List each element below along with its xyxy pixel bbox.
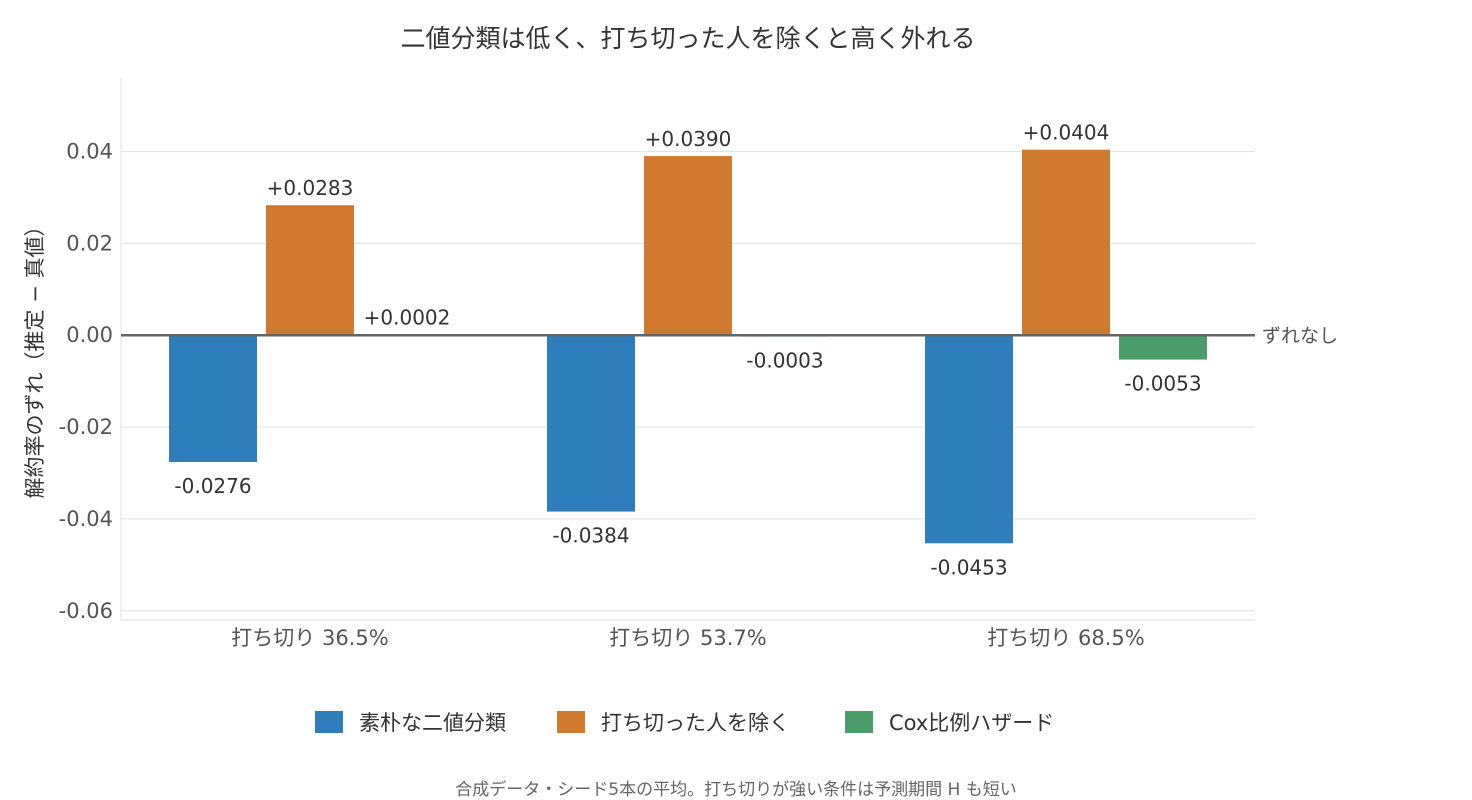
bar xyxy=(1119,335,1207,360)
data-label: +0.0404 xyxy=(1023,121,1110,145)
bar xyxy=(169,335,257,462)
data-label: -0.0453 xyxy=(930,555,1007,579)
data-label: -0.0003 xyxy=(746,349,823,373)
y-tick-label: 0.04 xyxy=(66,139,113,163)
legend-label: 素朴な二値分類 xyxy=(359,711,506,735)
bar xyxy=(925,335,1013,544)
legend-swatch xyxy=(845,711,873,733)
bar xyxy=(547,335,635,512)
y-tick-label: -0.02 xyxy=(59,415,113,439)
plot-area: -0.06 -0.04 -0.02 0.00 0.02 0.04 -0.0276 +0.028… xyxy=(59,78,1338,650)
legend-label: Cox比例ハザード xyxy=(889,711,1054,735)
y-tick-label: 0.00 xyxy=(66,323,113,347)
y-tick-label: 0.02 xyxy=(66,231,113,255)
legend-label: 打ち切った人を除く xyxy=(601,711,790,735)
bar xyxy=(644,156,732,336)
legend-item: 素朴な二値分類 xyxy=(315,711,506,735)
data-label: -0.0053 xyxy=(1124,372,1201,396)
x-tick-label: 打ち切り 68.5% xyxy=(987,626,1144,650)
data-label: +0.0002 xyxy=(364,305,451,329)
legend-swatch xyxy=(315,711,343,733)
legend-swatch xyxy=(557,711,585,733)
data-label: -0.0384 xyxy=(552,524,629,548)
data-label: +0.0390 xyxy=(645,127,732,151)
y-tick-label: -0.06 xyxy=(59,599,113,623)
bar xyxy=(1022,149,1110,336)
reference-line-label: ずれなし xyxy=(1262,325,1338,347)
y-axis-label: 解約率のずれ（推定 − 真値） xyxy=(23,216,47,499)
x-tick-label: 打ち切り 53.7% xyxy=(609,626,766,650)
data-label: +0.0283 xyxy=(267,176,354,200)
footnote: 合成データ・シード5本の平均。打ち切りが強い条件は予測期間 H も短い xyxy=(455,779,1016,800)
legend: 素朴な二値分類 打ち切った人を除く Cox比例ハザード xyxy=(315,711,1054,735)
data-label: -0.0276 xyxy=(174,474,251,498)
legend-item: Cox比例ハザード xyxy=(845,711,1054,735)
x-tick-label: 打ち切り 36.5% xyxy=(231,626,388,650)
bar xyxy=(266,205,354,336)
chart-title: 二値分類は低く、打ち切った人を除くと高く外れる xyxy=(400,24,975,53)
y-tick-label: -0.04 xyxy=(59,507,113,531)
legend-item: 打ち切った人を除く xyxy=(557,711,790,735)
